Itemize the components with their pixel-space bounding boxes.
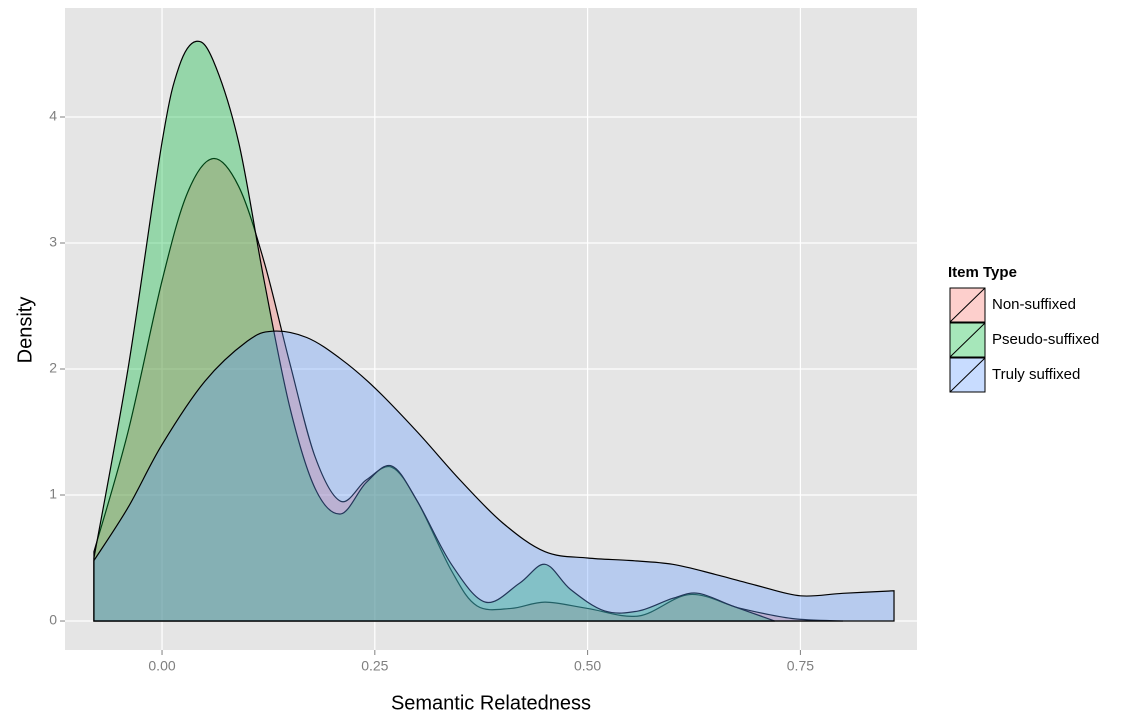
x-tick-label: 0.75 — [787, 658, 814, 674]
density-area — [93, 157, 843, 622]
x-axis-title: Semantic Relatedness — [391, 692, 591, 714]
y-tick-label: 2 — [49, 360, 57, 376]
legend-key-slash — [949, 322, 986, 358]
y-tick-label: 0 — [49, 612, 57, 628]
y-axis-title: Density — [14, 297, 36, 364]
x-tick-label: 0.00 — [148, 658, 175, 674]
y-tick-label: 4 — [49, 108, 57, 124]
plot-panel — [65, 8, 917, 650]
x-tick-label: 0.25 — [361, 658, 388, 674]
y-tick-label: 3 — [49, 234, 57, 250]
density-area — [93, 40, 776, 622]
legend-key-slash — [949, 357, 986, 393]
legend-label: Pseudo-suffixed — [992, 331, 1099, 348]
legend-key-slash — [949, 287, 986, 323]
legend-title: Item Type — [948, 264, 1017, 281]
y-tick-label: 1 — [49, 486, 57, 502]
x-tick-label: 0.50 — [574, 658, 601, 674]
legend: Non-suffixed Pseudo-suffixed Truly suffixe… — [949, 287, 1099, 393]
legend-label: Non-suffixed — [992, 296, 1076, 313]
areas — [93, 40, 895, 622]
legend-label: Truly suffixed — [992, 366, 1080, 383]
density-area — [93, 330, 895, 622]
axes: 0 1 2 3 4 0.00 0.25 0.50 0.75 — [49, 108, 814, 674]
